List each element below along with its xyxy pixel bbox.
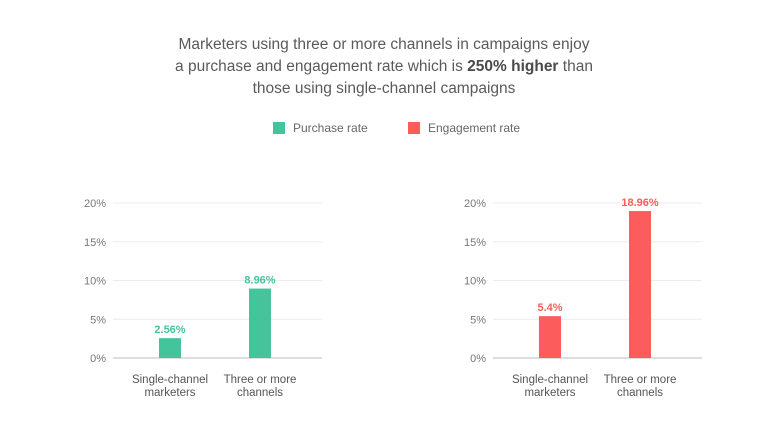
y-tick-label: 5%	[90, 314, 106, 326]
category-label: Single-channel	[132, 374, 208, 386]
y-tick-label: 10%	[84, 276, 106, 288]
title-line-2: a purchase and engagement rate which is …	[0, 56, 768, 78]
title-line-3: those using single-channel campaigns	[252, 80, 516, 97]
bar	[159, 338, 181, 358]
category-label: channels	[237, 387, 283, 399]
legend-label-engagement: Engagement rate	[428, 121, 521, 135]
y-tick-label: 0%	[90, 353, 106, 365]
data-label: 5.4%	[537, 302, 562, 314]
legend-label-purchase: Purchase rate	[293, 121, 368, 135]
y-tick-label: 5%	[470, 314, 486, 326]
y-tick-label: 15%	[464, 237, 486, 249]
title-line-1: Marketers using three or more channels i…	[178, 36, 590, 53]
title-highlight: 250% higher	[467, 58, 559, 75]
legend-item-purchase: Purchase rate	[273, 121, 368, 135]
bar	[249, 288, 271, 358]
chart-title: Marketers using three or more channels i…	[0, 34, 768, 100]
legend: Purchase rate Engagement rate	[0, 121, 768, 139]
bar	[539, 316, 561, 358]
legend-item-engagement: Engagement rate	[408, 121, 520, 135]
data-label: 2.56%	[154, 324, 185, 336]
category-label: marketers	[144, 387, 195, 399]
chart-engagement: 0% 5% 10% 15% 20% 5.4% Single-channelmarketers…	[464, 197, 702, 399]
category-label: Three or more	[604, 374, 677, 386]
data-label: 18.96%	[621, 197, 659, 209]
legend-swatch-engagement	[408, 122, 420, 134]
y-tick-label: 15%	[84, 237, 106, 249]
category-label: channels	[617, 387, 663, 399]
chart-purchase: 0% 5% 10% 15% 20% 2.56% Single-channelmarketer…	[84, 198, 322, 399]
legend-swatch-purchase	[273, 122, 285, 134]
bar	[629, 211, 651, 358]
title-line-2-start: a purchase and engagement rate which is	[175, 58, 468, 75]
category-label: Three or more	[224, 374, 297, 386]
category-label: marketers	[524, 387, 575, 399]
y-tick-label: 10%	[464, 276, 486, 288]
category-label: Single-channel	[512, 374, 588, 386]
y-tick-label: 0%	[470, 353, 486, 365]
y-tick-label: 20%	[84, 198, 106, 210]
y-tick-label: 20%	[464, 198, 486, 210]
data-label: 8.96%	[244, 275, 275, 287]
title-line-2-end: than	[558, 58, 593, 75]
